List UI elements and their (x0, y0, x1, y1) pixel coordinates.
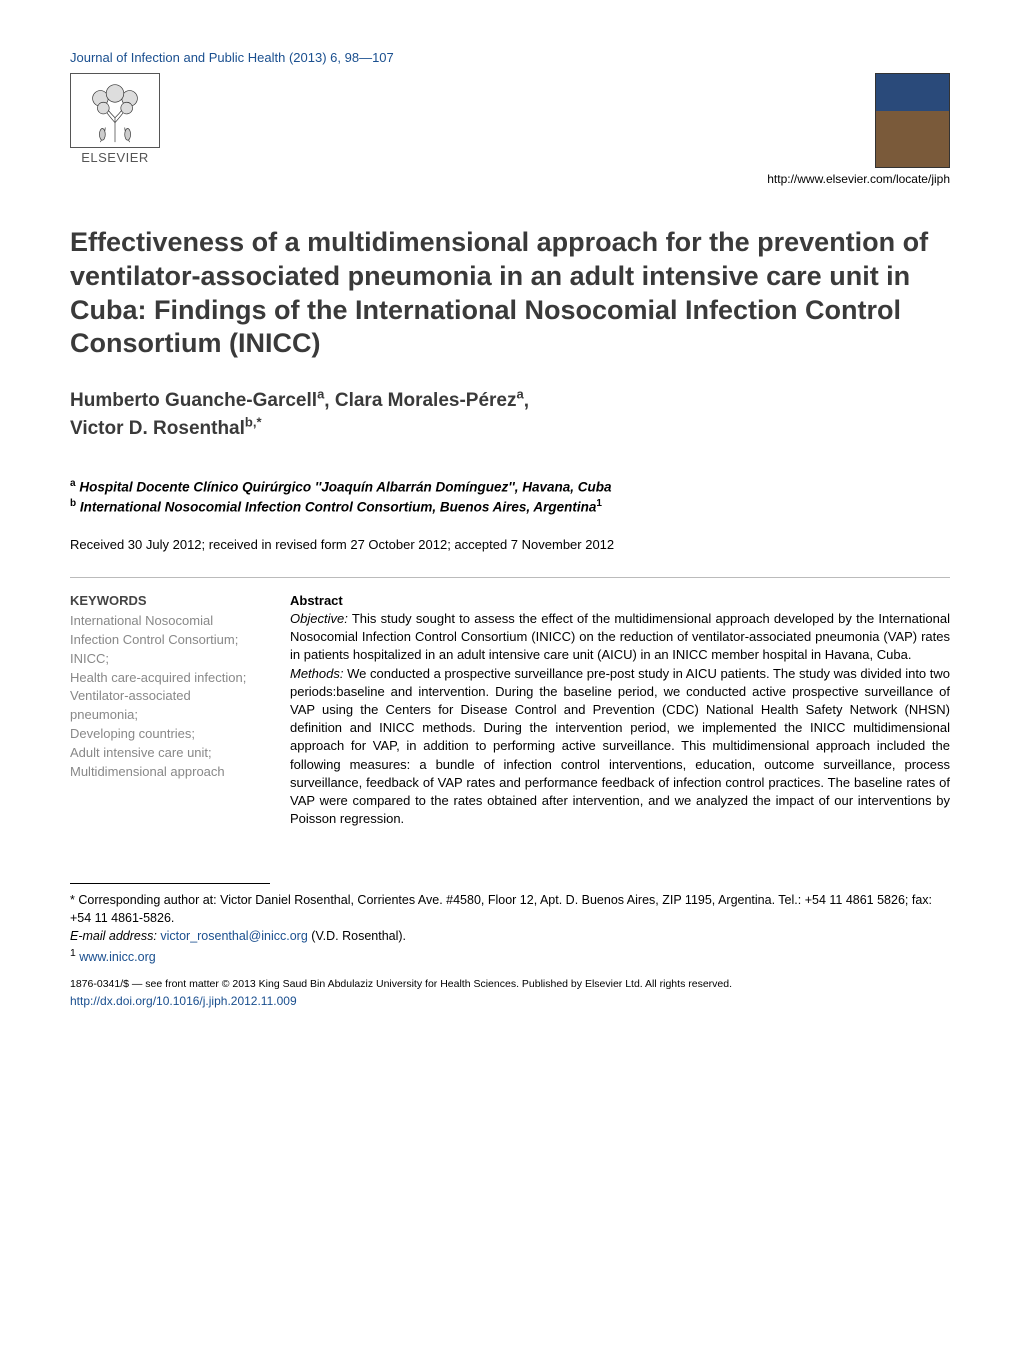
affiliations: a Hospital Docente Clínico Quirúrgico ''… (70, 477, 950, 517)
keyword: Adult intensive care unit; (70, 744, 260, 763)
journal-url[interactable]: http://www.elsevier.com/locate/jiph (767, 172, 950, 186)
header-logos: ELSEVIER http://www.elsevier.com/locate/… (70, 73, 950, 186)
keywords-list: International Nosocomial Infection Contr… (70, 612, 260, 782)
methods-label: Methods: (290, 666, 343, 681)
objective-label: Objective: (290, 611, 348, 626)
article-dates: Received 30 July 2012; received in revis… (70, 537, 950, 552)
keyword: INICC; (70, 650, 260, 669)
objective-text: This study sought to assess the effect o… (290, 611, 950, 662)
content-area: KEYWORDS International Nosocomial Infect… (70, 577, 950, 828)
footnote-rule (70, 883, 270, 884)
author-1: Humberto Guanche-Garcella (70, 390, 324, 411)
email-link[interactable]: victor_rosenthal@inicc.org (160, 929, 307, 943)
article-title: Effectiveness of a multidimensional appr… (70, 226, 950, 361)
corresponding-author-note: * Corresponding author at: Victor Daniel… (70, 892, 950, 927)
elsevier-tree-icon (70, 73, 160, 148)
abstract-text: Objective: This study sought to assess t… (290, 610, 950, 828)
doi-link[interactable]: http://dx.doi.org/10.1016/j.jiph.2012.11… (70, 994, 297, 1008)
email-note: E-mail address: victor_rosenthal@inicc.o… (70, 928, 950, 946)
publisher-logo: ELSEVIER (70, 73, 160, 173)
keywords-column: KEYWORDS International Nosocomial Infect… (70, 593, 260, 828)
abstract-column: Abstract Objective: This study sought to… (290, 593, 950, 828)
author-3: Victor D. Rosenthalb,* (70, 418, 262, 439)
affiliation-b: b International Nosocomial Infection Con… (70, 497, 950, 517)
journal-header: Journal of Infection and Public Health (… (70, 50, 950, 65)
keyword: Health care-acquired infection; (70, 669, 260, 688)
keyword: Multidimensional approach (70, 763, 260, 782)
keywords-heading: KEYWORDS (70, 593, 260, 608)
publisher-name: ELSEVIER (70, 150, 160, 165)
journal-cover: http://www.elsevier.com/locate/jiph (767, 73, 950, 186)
copyright: 1876-0341/$ — see front matter © 2013 Ki… (70, 978, 950, 992)
abstract-heading: Abstract (290, 593, 950, 608)
footnote-1: 1 www.inicc.org (70, 947, 950, 967)
keyword: Developing countries; (70, 725, 260, 744)
authors: Humberto Guanche-Garcella, Clara Morales… (70, 386, 950, 442)
inicc-link[interactable]: www.inicc.org (79, 950, 155, 964)
keyword: International Nosocomial Infection Contr… (70, 612, 260, 650)
journal-cover-image (875, 73, 950, 168)
footnotes: * Corresponding author at: Victor Daniel… (70, 892, 950, 966)
methods-text: We conducted a prospective surveillance … (290, 666, 950, 827)
keyword: Ventilator-associated pneumonia; (70, 687, 260, 725)
affiliation-a: a Hospital Docente Clínico Quirúrgico ''… (70, 477, 950, 497)
author-2: Clara Morales-Péreza (335, 390, 524, 411)
